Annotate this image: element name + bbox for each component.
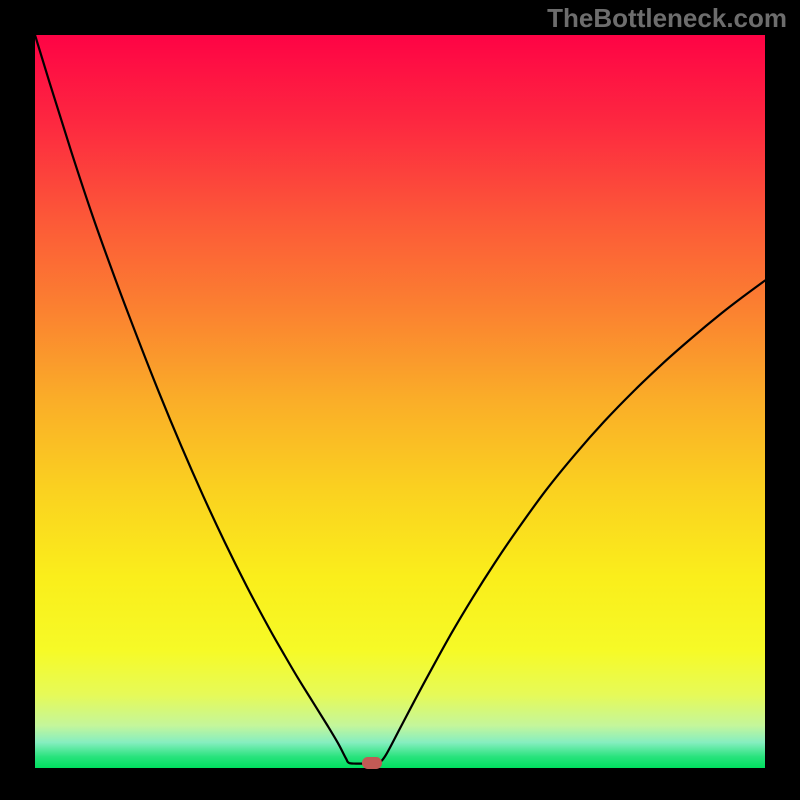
series-bottleneck-curve	[35, 35, 765, 764]
chart-container: TheBottleneck.com	[0, 0, 800, 800]
curve-layer	[0, 0, 800, 800]
watermark-text: TheBottleneck.com	[547, 3, 787, 34]
optimum-marker	[362, 757, 382, 769]
